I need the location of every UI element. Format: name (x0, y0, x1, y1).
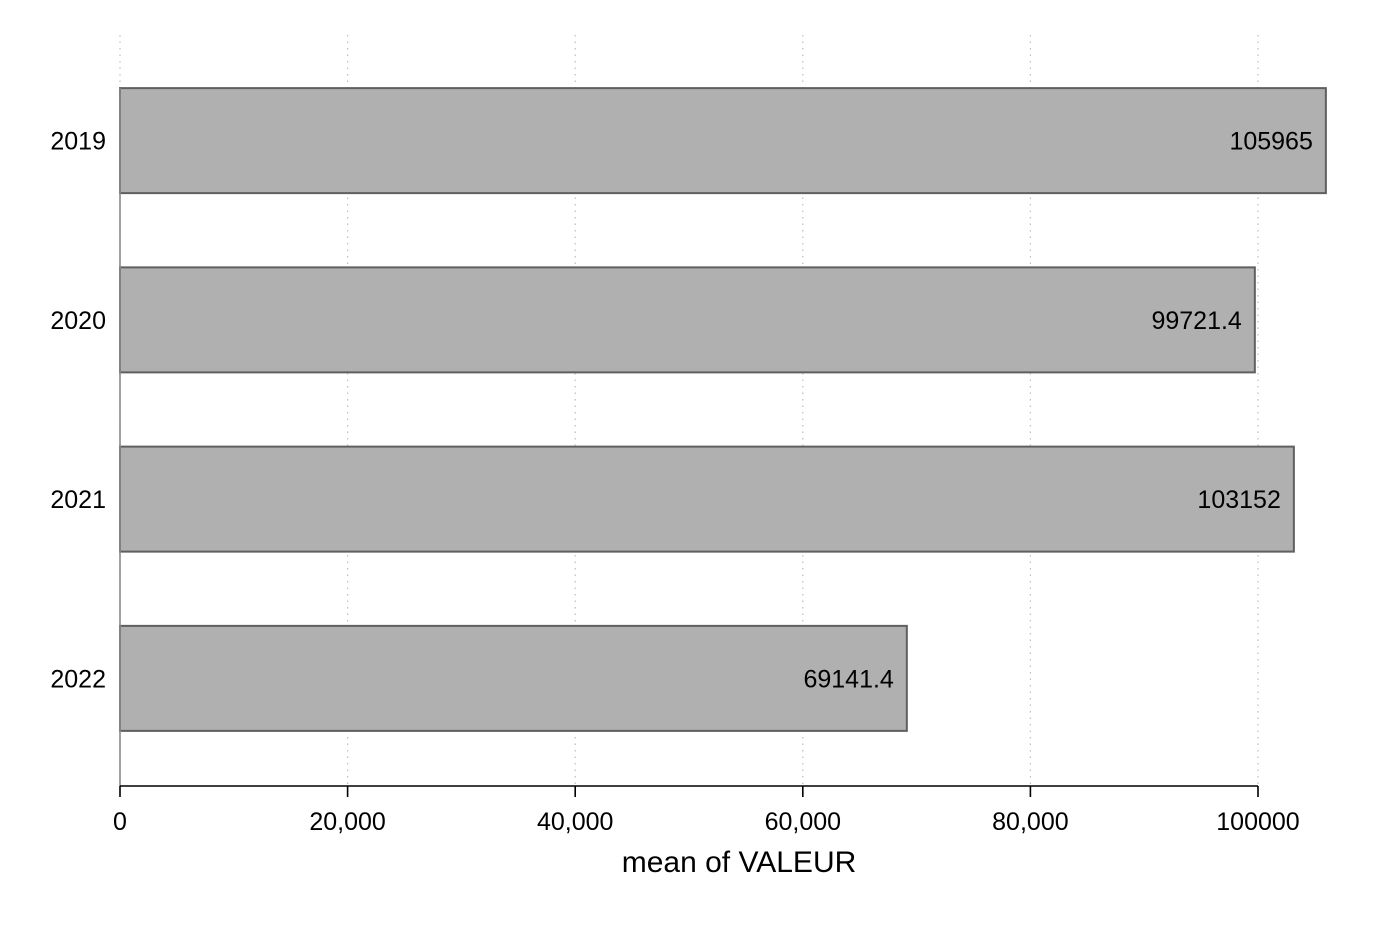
category-label-2022: 2022 (50, 665, 106, 693)
category-label-2020: 2020 (50, 307, 106, 335)
bar-2019 (119, 87, 1327, 195)
bar-value-label-2020: 99721.4 (1151, 307, 1241, 335)
bar-2022 (119, 624, 908, 732)
bar-value-label-2022: 69141.4 (803, 665, 893, 693)
axes (119, 88, 1258, 787)
bar-value-label-2019: 105965 (1229, 128, 1312, 156)
category-label-2021: 2021 (50, 486, 106, 514)
x-tick-label-2: 40,000 (537, 808, 613, 836)
category-label-2019: 2019 (50, 128, 106, 156)
x-tick-label-3: 60,000 (765, 808, 841, 836)
bars (119, 87, 1327, 732)
bar-value-label-2021: 103152 (1197, 486, 1280, 514)
x-tick-label-1: 20,000 (309, 808, 385, 836)
bar-value-labels: 105965 99721.4 103152 69141.4 (803, 128, 1312, 694)
x-axis-title: mean of VALEUR (622, 846, 857, 879)
x-tick-label-4: 80,000 (992, 808, 1068, 836)
bar-2021 (119, 445, 1295, 553)
x-tick-label-0: 0 (113, 808, 127, 836)
x-tick-label-5: 100000 (1216, 808, 1299, 836)
y-axis-categories: 2019 2020 2021 2022 (50, 128, 106, 694)
x-axis-ticks: 0 20,000 40,000 60,000 80,000 100000 (113, 786, 1300, 836)
bar-2020 (119, 266, 1256, 374)
